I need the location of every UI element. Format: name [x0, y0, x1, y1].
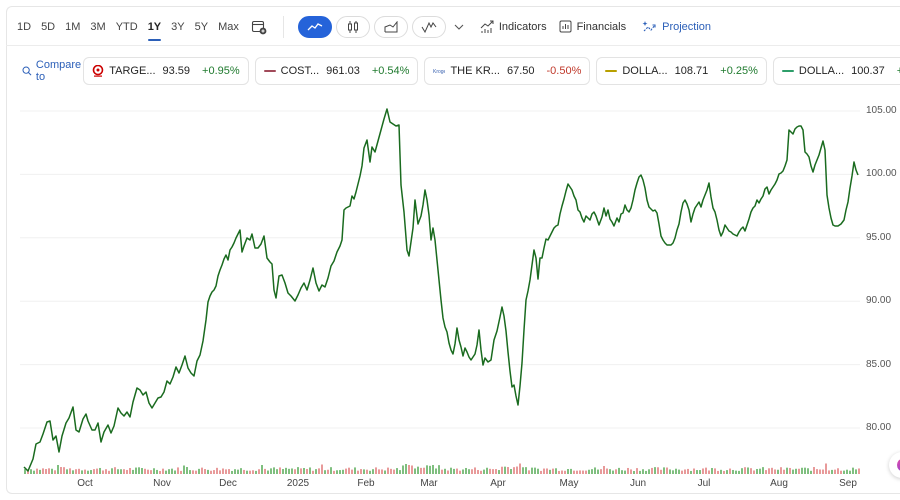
x-tick-label: Feb	[357, 478, 375, 489]
compare-chip[interactable]: DOLLA... 108.71 +0.25%	[596, 57, 767, 85]
x-tick-label: Oct	[77, 478, 93, 489]
chip-change: +0.25%	[720, 65, 758, 77]
area-chart-button[interactable]	[373, 15, 408, 38]
x-tick-label: Dec	[219, 478, 237, 489]
x-tick-label: Mar	[420, 478, 438, 489]
compare-row: Compare to TARGE... 93.59 +0.95% COST...…	[6, 56, 900, 86]
search-icon	[22, 66, 32, 76]
compare-chip[interactable]: TARGE... 93.59 +0.95%	[83, 57, 249, 85]
financials-button[interactable]: Financials	[559, 20, 627, 33]
copilot-button[interactable]	[889, 452, 900, 478]
y-tick-label: 80.00	[866, 422, 892, 433]
chip-name: THE KR...	[450, 65, 500, 77]
time-range-selector: 1D 5D 1M 3M YTD 1Y 3Y 5Y Max	[6, 19, 249, 41]
calendar-add-icon[interactable]	[251, 19, 267, 35]
price-chart[interactable]	[20, 98, 860, 478]
indicators-button[interactable]: Indicators	[480, 20, 547, 34]
chip-change: +0.12%	[897, 65, 900, 77]
candlestick-icon	[347, 20, 358, 33]
x-tick-label: Aug	[770, 478, 788, 489]
line-chart-icon	[307, 22, 323, 30]
chip-price: 100.37	[851, 65, 885, 77]
svg-text:Kroger: Kroger	[433, 69, 445, 75]
price-line	[23, 108, 859, 472]
chip-change: +0.54%	[371, 65, 410, 77]
x-tick-label: Sep	[839, 478, 857, 489]
chip-name: TARGE...	[109, 65, 156, 77]
kroger-logo-icon: Kroger	[433, 65, 445, 77]
x-tick-label: Nov	[153, 478, 171, 489]
range-1d[interactable]: 1D	[17, 20, 32, 33]
chip-price: 67.50	[506, 65, 535, 77]
chip-name: DOLLA...	[622, 65, 668, 77]
financials-label: Financials	[576, 20, 627, 33]
chip-price: 93.59	[162, 65, 191, 77]
compare-chip[interactable]: DOLLA... 100.37 +0.12%	[772, 57, 900, 85]
wave-chart-icon	[421, 21, 437, 33]
copilot-icon	[897, 459, 900, 471]
range-3m[interactable]: 3M	[90, 20, 106, 33]
x-tick-label: Jun	[629, 478, 647, 489]
chevron-down-icon	[454, 24, 464, 30]
compare-to-label: Compare to	[35, 59, 82, 83]
compare-to-button[interactable]: Compare to	[6, 59, 83, 83]
range-5d[interactable]: 5D	[41, 20, 56, 33]
compare-chip[interactable]: Kroger THE KR... 67.50 -0.50%	[424, 57, 591, 85]
toolbar-divider	[282, 15, 284, 38]
x-tick-label: 2025	[286, 478, 310, 489]
chip-price: 108.71	[674, 65, 709, 77]
candlestick-chart-button[interactable]	[335, 15, 370, 38]
range-3y[interactable]: 3Y	[171, 20, 185, 33]
chip-name: DOLLA...	[798, 65, 845, 77]
x-tick-label: Apr	[490, 478, 506, 489]
y-tick-label: 85.00	[866, 358, 892, 370]
y-tick-label: 90.00	[866, 295, 892, 307]
x-tick-label: Jul	[697, 478, 711, 489]
range-1m[interactable]: 1M	[65, 20, 81, 33]
compare-chip[interactable]: COST... 961.03 +0.54%	[254, 57, 419, 85]
chip-change: +0.95%	[202, 65, 240, 77]
range-max[interactable]: Max	[218, 20, 239, 33]
dollar-tree-logo-icon	[781, 65, 794, 77]
target-logo-icon	[92, 65, 104, 77]
range-ytd[interactable]: YTD	[115, 20, 138, 33]
chart-panel	[6, 6, 900, 494]
y-tick-label: 105.00	[866, 105, 897, 116]
x-tick-label: May	[559, 478, 579, 489]
projection-sparkle-icon	[642, 20, 656, 31]
projection-button[interactable]: Projection	[642, 20, 711, 34]
chart-toolbar: 1D 5D 1M 3M YTD 1Y 3Y 5Y Max	[6, 8, 900, 46]
indicators-icon	[480, 20, 494, 33]
compare-chips: TARGE... 93.59 +0.95% COST... 961.03 +0.…	[83, 57, 900, 85]
y-tick-label: 95.00	[866, 231, 892, 243]
y-axis: 105.00 100.00 95.00 90.00 85.00 80.00	[866, 98, 900, 478]
line-chart-button[interactable]	[297, 15, 332, 38]
chart-type-more-button[interactable]	[452, 20, 466, 34]
projection-label: Projection	[662, 20, 712, 33]
range-1y[interactable]: 1Y	[147, 20, 162, 41]
range-5y[interactable]: 5Y	[194, 20, 209, 33]
costco-logo-icon	[263, 65, 276, 77]
volume-bars	[24, 463, 860, 474]
financials-icon	[559, 20, 572, 33]
x-axis: Oct Nov Dec 2025 Feb Mar Apr May Jun Jul Aug Sep	[0, 478, 900, 494]
area-chart-icon	[384, 20, 398, 32]
chip-name: COST...	[280, 65, 320, 77]
y-tick-label: 100.00	[866, 168, 897, 180]
wave-chart-button[interactable]	[411, 15, 446, 38]
indicators-label: Indicators	[498, 20, 547, 33]
chip-change: -0.50%	[546, 65, 582, 77]
dollar-general-logo-icon	[605, 65, 618, 77]
chip-price: 961.03	[326, 65, 360, 77]
